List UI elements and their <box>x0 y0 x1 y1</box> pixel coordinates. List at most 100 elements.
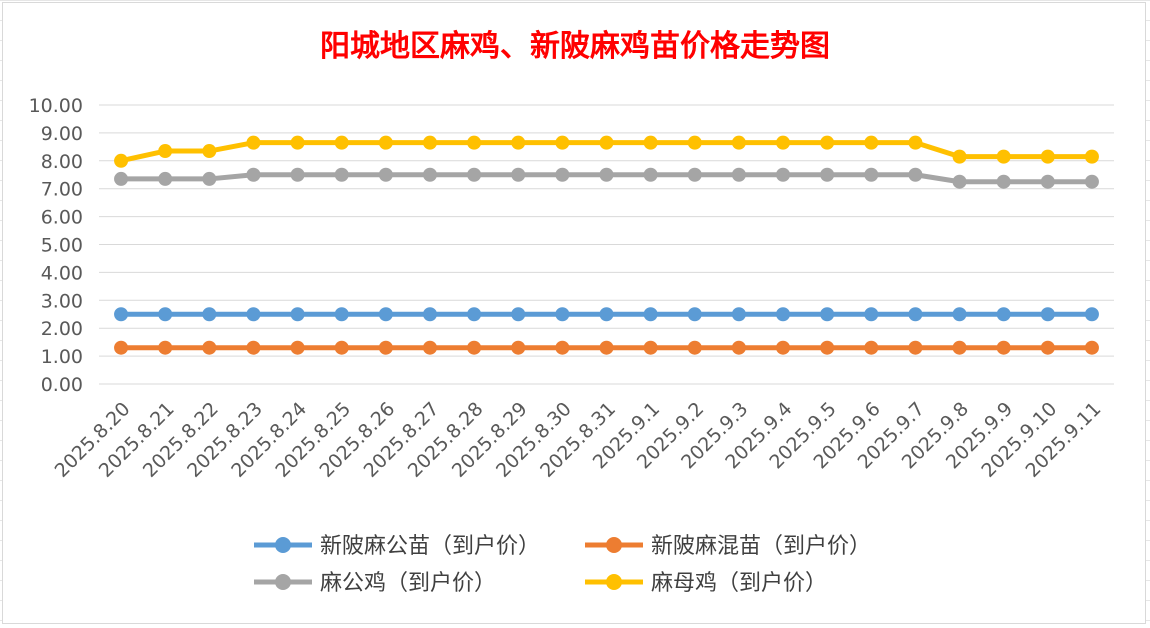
data-point <box>1084 174 1099 189</box>
data-point <box>996 149 1011 164</box>
data-point <box>290 167 305 182</box>
legend-item[interactable]: 新陂麻公苗（到户价） <box>254 534 540 559</box>
series-4 <box>114 135 1099 168</box>
data-point <box>776 307 791 322</box>
data-point <box>687 135 702 150</box>
y-tick-label: 3.00 <box>41 290 83 312</box>
data-point <box>731 167 746 182</box>
series-1 <box>114 307 1099 322</box>
legend-label: 新陂麻混苗（到户价） <box>651 534 871 559</box>
data-point <box>864 135 879 150</box>
data-point <box>202 144 217 159</box>
data-point <box>599 340 614 355</box>
y-tick-label: 8.00 <box>41 151 83 173</box>
y-tick-label: 10.00 <box>29 95 83 117</box>
y-tick-label: 7.00 <box>41 179 83 201</box>
legend: 新陂麻公苗（到户价） 新陂麻混苗（到户价） 麻公鸡（到户价） 麻母鸡（到户价） <box>254 534 871 596</box>
y-tick-label: 4.00 <box>41 262 83 284</box>
data-point <box>555 135 570 150</box>
data-point <box>820 307 835 322</box>
data-point <box>643 167 658 182</box>
data-point <box>158 307 173 322</box>
data-point <box>864 307 879 322</box>
data-point <box>776 167 791 182</box>
data-point <box>467 307 482 322</box>
legend-label: 新陂麻公苗（到户价） <box>320 534 540 559</box>
legend-label: 麻公鸡（到户价） <box>320 571 496 596</box>
y-tick-label: 9.00 <box>41 123 83 145</box>
data-point <box>202 171 217 186</box>
data-point <box>864 167 879 182</box>
data-point <box>555 307 570 322</box>
data-point <box>158 144 173 159</box>
legend-marker <box>275 537 291 553</box>
data-point <box>378 167 393 182</box>
data-point <box>467 167 482 182</box>
data-point <box>952 149 967 164</box>
data-point <box>290 307 305 322</box>
legend-marker <box>606 574 622 590</box>
data-point <box>246 340 261 355</box>
data-point <box>422 340 437 355</box>
data-point <box>952 307 967 322</box>
data-point <box>1084 340 1099 355</box>
legend-item[interactable]: 麻公鸡（到户价） <box>254 571 496 596</box>
legend-marker <box>275 574 291 590</box>
data-point <box>202 340 217 355</box>
data-point <box>908 135 923 150</box>
y-tick-label: 2.00 <box>41 318 83 340</box>
data-point <box>820 340 835 355</box>
y-tick-label: 0.00 <box>41 374 83 396</box>
y-tick-label: 1.00 <box>41 346 83 368</box>
x-axis-ticks: 2025.8.202025.8.212025.8.222025.8.232025… <box>51 398 1106 482</box>
data-point <box>422 167 437 182</box>
data-point <box>908 307 923 322</box>
data-point <box>776 135 791 150</box>
data-point <box>334 340 349 355</box>
data-point <box>908 340 923 355</box>
data-point <box>246 307 261 322</box>
series-lines <box>114 135 1099 355</box>
data-point <box>378 307 393 322</box>
data-point <box>511 135 526 150</box>
data-point <box>731 135 746 150</box>
data-point <box>114 153 129 168</box>
data-point <box>599 135 614 150</box>
legend-item[interactable]: 新陂麻混苗（到户价） <box>585 534 871 559</box>
data-point <box>114 340 129 355</box>
data-point <box>599 167 614 182</box>
series-3 <box>114 167 1099 189</box>
data-point <box>687 340 702 355</box>
data-point <box>334 135 349 150</box>
data-point <box>820 135 835 150</box>
data-point <box>643 307 658 322</box>
data-point <box>996 340 1011 355</box>
data-point <box>290 135 305 150</box>
data-point <box>290 340 305 355</box>
data-point <box>908 167 923 182</box>
data-point <box>114 307 129 322</box>
data-point <box>952 340 967 355</box>
data-point <box>202 307 217 322</box>
y-axis-ticks: 0.00 1.00 2.00 3.00 4.00 5.00 6.00 7.00 8.00 9.00… <box>29 95 83 396</box>
data-point <box>422 307 437 322</box>
data-point <box>731 340 746 355</box>
data-point <box>1084 149 1099 164</box>
legend-item[interactable]: 麻母鸡（到户价） <box>585 571 827 596</box>
data-point <box>511 167 526 182</box>
data-point <box>996 307 1011 322</box>
data-point <box>1040 307 1055 322</box>
legend-marker <box>606 537 622 553</box>
data-point <box>1040 174 1055 189</box>
data-point <box>246 167 261 182</box>
data-point <box>246 135 261 150</box>
data-point <box>1040 149 1055 164</box>
data-point <box>820 167 835 182</box>
data-point <box>467 135 482 150</box>
series-2 <box>114 340 1099 355</box>
data-point <box>952 174 967 189</box>
y-tick-label: 6.00 <box>41 207 83 229</box>
data-point <box>467 340 482 355</box>
data-point <box>1040 340 1055 355</box>
gridlines <box>99 104 1114 385</box>
